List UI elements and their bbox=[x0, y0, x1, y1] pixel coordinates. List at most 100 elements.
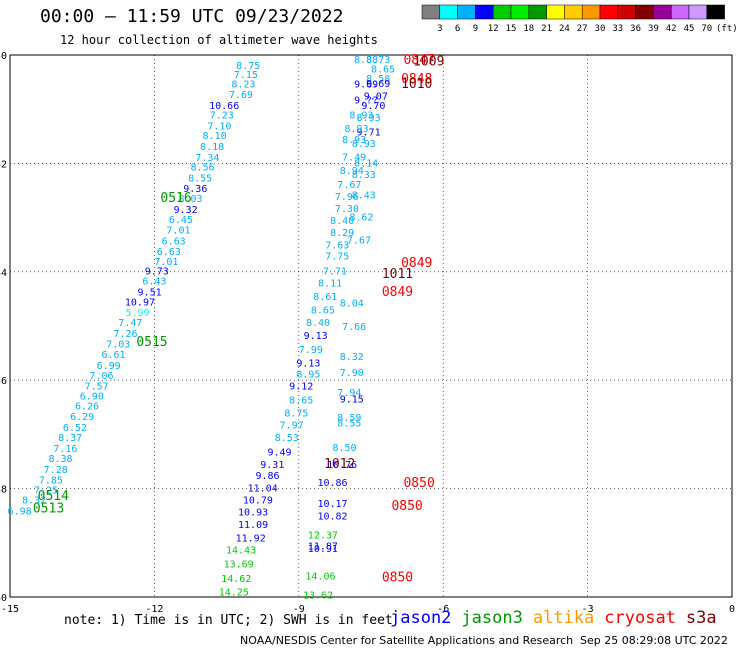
wave-height-value: 7.99 bbox=[299, 345, 323, 356]
scale-label: 36 bbox=[630, 24, 641, 34]
wave-height-value: 14.62 bbox=[221, 574, 251, 585]
wave-height-value: 7.23 bbox=[210, 111, 234, 122]
wave-height-value: 8.93 bbox=[345, 124, 369, 135]
wave-height-value: 8.50 bbox=[332, 443, 356, 454]
wave-height-value: 9.13 bbox=[304, 331, 328, 342]
wave-height-value: 7.94 bbox=[337, 388, 361, 399]
wave-height-value: 7.69 bbox=[229, 90, 253, 101]
pass-time-label: 0850 bbox=[382, 570, 413, 585]
wave-height-value: 13.69 bbox=[224, 559, 254, 570]
wave-height-value: 14.43 bbox=[226, 545, 256, 556]
wave-height-value: 13.62 bbox=[303, 590, 333, 601]
scale-label: 9 bbox=[473, 24, 478, 34]
wave-height-value: 11.87 bbox=[308, 542, 338, 553]
y-tick-label: -40 bbox=[0, 593, 7, 604]
wave-height-value: 7.71 bbox=[323, 267, 347, 278]
wave-height-value: 8.94 bbox=[340, 166, 364, 177]
wave-height-value: 8.40 bbox=[306, 318, 330, 329]
wave-height-value: 11.04 bbox=[248, 484, 278, 495]
wave-height-value: 9.69 bbox=[366, 79, 390, 90]
wave-height-value: 9.69 bbox=[354, 80, 378, 91]
wave-height-value: 7.26 bbox=[113, 329, 137, 340]
footer-note: note: 1) Time is in UTC; 2) SWH is in fe… bbox=[64, 613, 393, 628]
wave-height-value: 6.63 bbox=[162, 236, 186, 247]
wave-height-value: 9.15 bbox=[340, 395, 364, 406]
wave-height-value: 9.49 bbox=[267, 448, 291, 459]
satellite-legend-item: jason3 bbox=[461, 608, 523, 628]
wave-height-value: 8.65 bbox=[311, 306, 335, 317]
wave-height-value: 8.40 bbox=[330, 216, 354, 227]
x-tick-label: -9 bbox=[293, 604, 305, 615]
wave-height-value: 7.10 bbox=[207, 121, 231, 132]
wave-height-value: 8.61 bbox=[313, 292, 337, 303]
wave-height-value: 7.75 bbox=[325, 252, 349, 263]
pass-time-label: 0515 bbox=[136, 335, 167, 350]
scale-label: 42 bbox=[666, 24, 677, 34]
wave-height-value: 8.93 bbox=[352, 139, 376, 150]
wave-height-value: 14.25 bbox=[219, 588, 249, 599]
wave-height-value: 12.37 bbox=[308, 531, 338, 542]
pass-time-label: 0848 bbox=[401, 72, 432, 87]
scale-swatch bbox=[706, 4, 725, 20]
wave-height-value: 8.11 bbox=[318, 279, 342, 290]
wave-height-value: 6.63 bbox=[157, 247, 181, 258]
wave-height-value: 8.23 bbox=[231, 80, 255, 91]
wave-height-value: 7.25 bbox=[34, 486, 58, 497]
wave-height-value: 6.90 bbox=[80, 391, 104, 402]
wave-height-value: 8.37 bbox=[58, 433, 82, 444]
x-tick-label: -12 bbox=[145, 604, 163, 615]
wave-height-value: 8.53 bbox=[275, 433, 299, 444]
y-tick-label: -34 bbox=[0, 268, 7, 279]
wave-height-value: 8.95 bbox=[296, 370, 320, 381]
wave-height-value: 10.17 bbox=[317, 499, 347, 510]
wave-height-value: 10.76 bbox=[327, 460, 357, 471]
wave-height-value: 8.32 bbox=[22, 495, 46, 506]
wave-height-value: 7.90 bbox=[340, 368, 364, 379]
wave-height-value: 8.03 bbox=[178, 194, 202, 205]
pass-time-label: 0850 bbox=[391, 499, 422, 514]
y-tick-label: -30 bbox=[0, 51, 7, 62]
scale-label: 27 bbox=[577, 24, 588, 34]
wave-height-value: 7.16 bbox=[53, 444, 77, 455]
wave-height-value: 11.09 bbox=[238, 520, 268, 531]
wave-height-value: 9.31 bbox=[260, 460, 284, 471]
wave-height-value: 9.73 bbox=[145, 267, 169, 278]
wave-height-value: 6.99 bbox=[97, 361, 121, 372]
credit-text: NOAA/NESDIS Center for Satellite Applica… bbox=[240, 634, 574, 647]
wave-height-value: 8.93 bbox=[342, 135, 366, 146]
scale-label: 15 bbox=[506, 24, 517, 34]
wave-height-value: 8.55 bbox=[188, 173, 212, 184]
wave-height-value: 7.47 bbox=[118, 318, 142, 329]
pass-time-label: 0849 bbox=[382, 285, 413, 300]
wave-height-value: 8.14 bbox=[354, 158, 378, 169]
wave-height-value: 8.32 bbox=[340, 352, 364, 363]
wave-height-value: 8.18 bbox=[200, 142, 224, 153]
scale-label: 3 bbox=[437, 24, 442, 34]
scale-label: 30 bbox=[595, 24, 606, 34]
pass-time-label: 0516 bbox=[160, 191, 191, 206]
wave-height-value: 7.66 bbox=[342, 322, 366, 333]
wave-height-value: 8.43 bbox=[352, 190, 376, 201]
wave-height-value: 10.82 bbox=[317, 512, 347, 523]
pass-time-label: 1012 bbox=[324, 457, 355, 472]
scale-label: 21 bbox=[541, 24, 552, 34]
wave-height-value: 6.26 bbox=[75, 402, 99, 413]
wave-height-value: 10.93 bbox=[238, 507, 268, 518]
pass-time-label: 1010 bbox=[401, 77, 432, 92]
wave-height-value: 6.45 bbox=[169, 215, 193, 226]
wave-height-value: 9.36 bbox=[183, 184, 207, 195]
wave-height-value: 7.57 bbox=[85, 382, 109, 393]
wave-height-value: 7.30 bbox=[335, 204, 359, 215]
y-tick-label: -36 bbox=[0, 376, 7, 387]
wave-height-value: 8.93 bbox=[349, 111, 373, 122]
wave-height-value: 9.71 bbox=[357, 127, 381, 138]
wave-height-value: 8.73 bbox=[366, 55, 390, 66]
y-tick-label: -32 bbox=[0, 159, 7, 170]
scale-unit: (ft) bbox=[716, 24, 738, 34]
wave-height-value: 9.?? bbox=[354, 95, 378, 106]
pass-time-label: 1009 bbox=[413, 54, 444, 69]
scale-label: 6 bbox=[455, 24, 460, 34]
scale-label: 12 bbox=[488, 24, 499, 34]
pass-time-label: 0513 bbox=[33, 502, 64, 517]
wave-height-value: 9.86 bbox=[255, 471, 279, 482]
